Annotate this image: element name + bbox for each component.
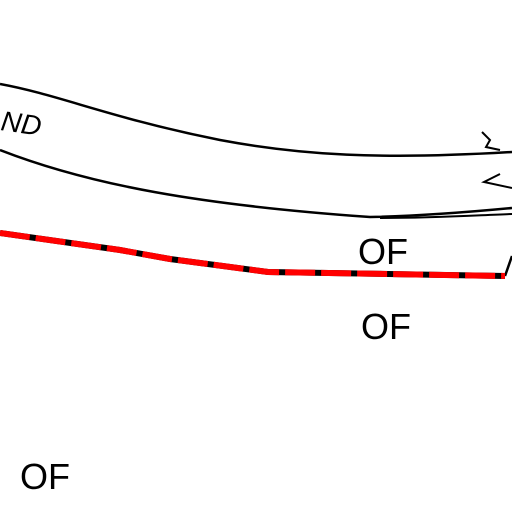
road-mark-lower — [481, 173, 512, 189]
boundary-right-edge — [503, 255, 512, 277]
road-upper-edge — [0, 82, 512, 158]
zone-label-lower: OF — [20, 456, 70, 497]
road-mark-upper — [481, 131, 501, 151]
boundary-line-dashed — [0, 230, 506, 279]
zone-label-upper: OF — [358, 231, 408, 272]
road-inner-edge — [379, 213, 512, 219]
road-lower-edge — [0, 148, 512, 219]
road-name-label: ND — [0, 105, 44, 141]
zone-label-middle: OF — [361, 306, 411, 347]
